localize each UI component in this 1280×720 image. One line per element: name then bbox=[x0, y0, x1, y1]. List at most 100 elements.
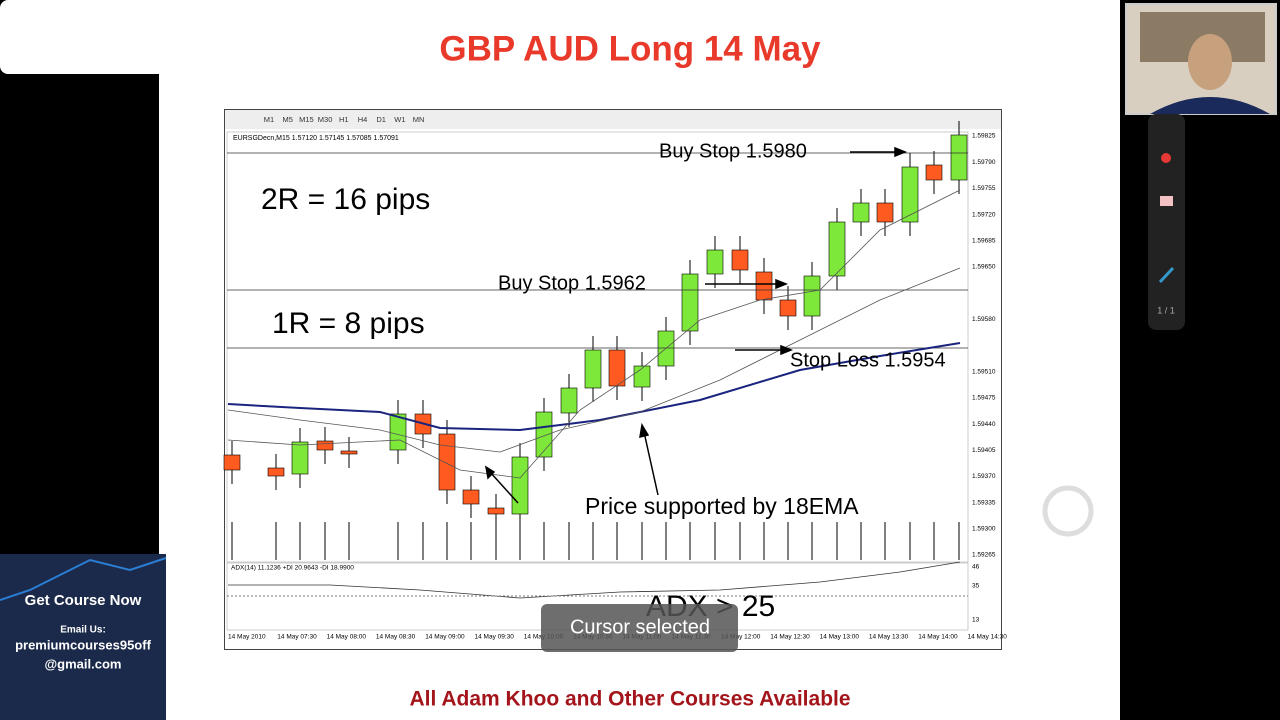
annotation: 1R = 8 pips bbox=[272, 307, 425, 340]
promo-email: premiumcourses95off bbox=[15, 637, 151, 652]
timeframe-button[interactable]: MN bbox=[413, 115, 425, 124]
annotation: Price supported by 18EMA bbox=[585, 493, 859, 519]
promo-decoration bbox=[0, 557, 167, 601]
tool-pen[interactable] bbox=[1161, 153, 1171, 163]
time-axis-label: 14 May 2010 bbox=[228, 634, 266, 641]
timeframe-button[interactable]: D1 bbox=[376, 115, 386, 124]
price-axis-label: 1.59475 bbox=[972, 395, 996, 402]
annotation: Buy Stop 1.5980 bbox=[659, 140, 807, 162]
candle-body bbox=[511, 456, 529, 515]
candle-body bbox=[950, 134, 968, 181]
candle-body bbox=[755, 271, 773, 301]
promo-box[interactable] bbox=[0, 554, 166, 720]
symbol-info: EURSGDecn,M15 1.57120 1.57145 1.57085 1.… bbox=[233, 135, 399, 142]
candle-body bbox=[487, 507, 505, 515]
chart-toolbar bbox=[225, 110, 1001, 129]
price-axis-label: 1.59580 bbox=[972, 316, 996, 323]
annotation: Buy Stop 1.5962 bbox=[498, 272, 646, 294]
tool-highlighter[interactable] bbox=[1158, 266, 1175, 284]
ema-mid bbox=[227, 267, 961, 453]
candle-body bbox=[852, 202, 870, 223]
candle-body bbox=[462, 489, 480, 505]
timeframe-button[interactable]: W1 bbox=[394, 115, 405, 124]
price-axis-label: 1.59825 bbox=[972, 133, 996, 140]
candle-body bbox=[731, 249, 749, 271]
indicator-label: ADX(14) 11.1236 +DI 20.9643 -DI 18.9900 bbox=[231, 565, 354, 572]
price-axis-label: 1.59720 bbox=[972, 211, 996, 218]
candle-body bbox=[316, 440, 334, 451]
candle-body bbox=[901, 166, 919, 223]
price-axis-label: 1.59265 bbox=[972, 552, 996, 559]
indicator-axis-label: 46 bbox=[972, 564, 980, 571]
ema-slow bbox=[227, 342, 961, 432]
candle-body bbox=[584, 349, 602, 389]
annotation: 2R = 16 pips bbox=[261, 183, 430, 216]
candle-body bbox=[633, 365, 651, 388]
time-axis-label: 14 May 14:00 bbox=[918, 634, 958, 641]
annotation: Stop Loss 1.5954 bbox=[790, 349, 946, 371]
timeframe-button[interactable]: M5 bbox=[282, 115, 292, 124]
adx-line bbox=[228, 561, 961, 599]
candle-body bbox=[876, 202, 894, 223]
price-axis-label: 1.59755 bbox=[972, 185, 996, 192]
price-axis-label: 1.59650 bbox=[972, 264, 996, 271]
time-axis-label: 14 May 07:30 bbox=[277, 634, 317, 641]
time-axis-label: 14 May 12:00 bbox=[721, 634, 761, 641]
indicator-axis-label: 35 bbox=[972, 583, 980, 590]
ema-fast bbox=[227, 189, 961, 479]
timeframe-button[interactable]: H1 bbox=[339, 115, 349, 124]
toast bbox=[541, 604, 738, 652]
price-pane bbox=[226, 131, 969, 563]
price-axis-label: 1.59685 bbox=[972, 237, 996, 244]
footer-text: All Adam Khoo and Other Courses Availabl… bbox=[409, 688, 850, 711]
price-axis-label: 1.59370 bbox=[972, 473, 996, 480]
top-bar bbox=[0, 0, 1120, 74]
candle-body bbox=[706, 249, 724, 275]
promo-title: Get Course Now bbox=[25, 592, 142, 609]
candle-body bbox=[608, 349, 626, 387]
candle-body bbox=[340, 450, 358, 455]
time-axis-label: 14 May 13:00 bbox=[820, 634, 860, 641]
page-indicator: 1 / 1 bbox=[1157, 305, 1175, 315]
candle-body bbox=[779, 299, 797, 317]
presenter-body bbox=[1150, 97, 1270, 114]
promo-email-label: Email Us: bbox=[60, 625, 106, 636]
arrows bbox=[484, 146, 908, 504]
price-axis-label: 1.59405 bbox=[972, 447, 996, 454]
candle-body bbox=[267, 467, 285, 477]
candle-body bbox=[803, 275, 821, 317]
time-axis-label: 14 May 14:30 bbox=[968, 634, 1008, 641]
candle-body bbox=[223, 454, 241, 471]
price-axis-label: 1.59335 bbox=[972, 499, 996, 506]
candle-body bbox=[291, 441, 309, 475]
candles bbox=[223, 121, 968, 560]
price-axis-label: 1.59510 bbox=[972, 368, 996, 375]
tool-eraser[interactable] bbox=[1160, 196, 1173, 206]
time-axis-label: 14 May 08:30 bbox=[376, 634, 416, 641]
candle-body bbox=[681, 273, 699, 332]
time-axis-label: 14 May 08:00 bbox=[327, 634, 367, 641]
price-axis-label: 1.59300 bbox=[972, 526, 996, 533]
indicator-axis-label: 13 bbox=[972, 617, 980, 624]
candle-body bbox=[389, 413, 407, 451]
timeframe-button[interactable]: M1 bbox=[264, 115, 274, 124]
timeframe-button[interactable]: H4 bbox=[358, 115, 368, 124]
candle-body bbox=[438, 433, 456, 491]
candle-body bbox=[925, 164, 943, 181]
timeframe-button[interactable]: M30 bbox=[318, 115, 333, 124]
slide-title: GBP AUD Long 14 May bbox=[439, 29, 821, 68]
candle-body bbox=[560, 387, 578, 414]
presenter-face bbox=[1188, 34, 1232, 90]
price-axis-label: 1.59440 bbox=[972, 421, 996, 428]
draw-toolbar[interactable] bbox=[1148, 114, 1185, 330]
time-axis-label: 14 May 09:00 bbox=[425, 634, 465, 641]
price-axis-label: 1.59790 bbox=[972, 159, 996, 166]
candle-body bbox=[828, 221, 846, 277]
timeframe-button[interactable]: M15 bbox=[299, 115, 314, 124]
time-axis-label: 14 May 13:30 bbox=[869, 634, 909, 641]
time-axis-label: 14 May 09:30 bbox=[475, 634, 515, 641]
promo-email: @gmail.com bbox=[45, 656, 122, 671]
time-axis-label: 14 May 12:30 bbox=[770, 634, 810, 641]
